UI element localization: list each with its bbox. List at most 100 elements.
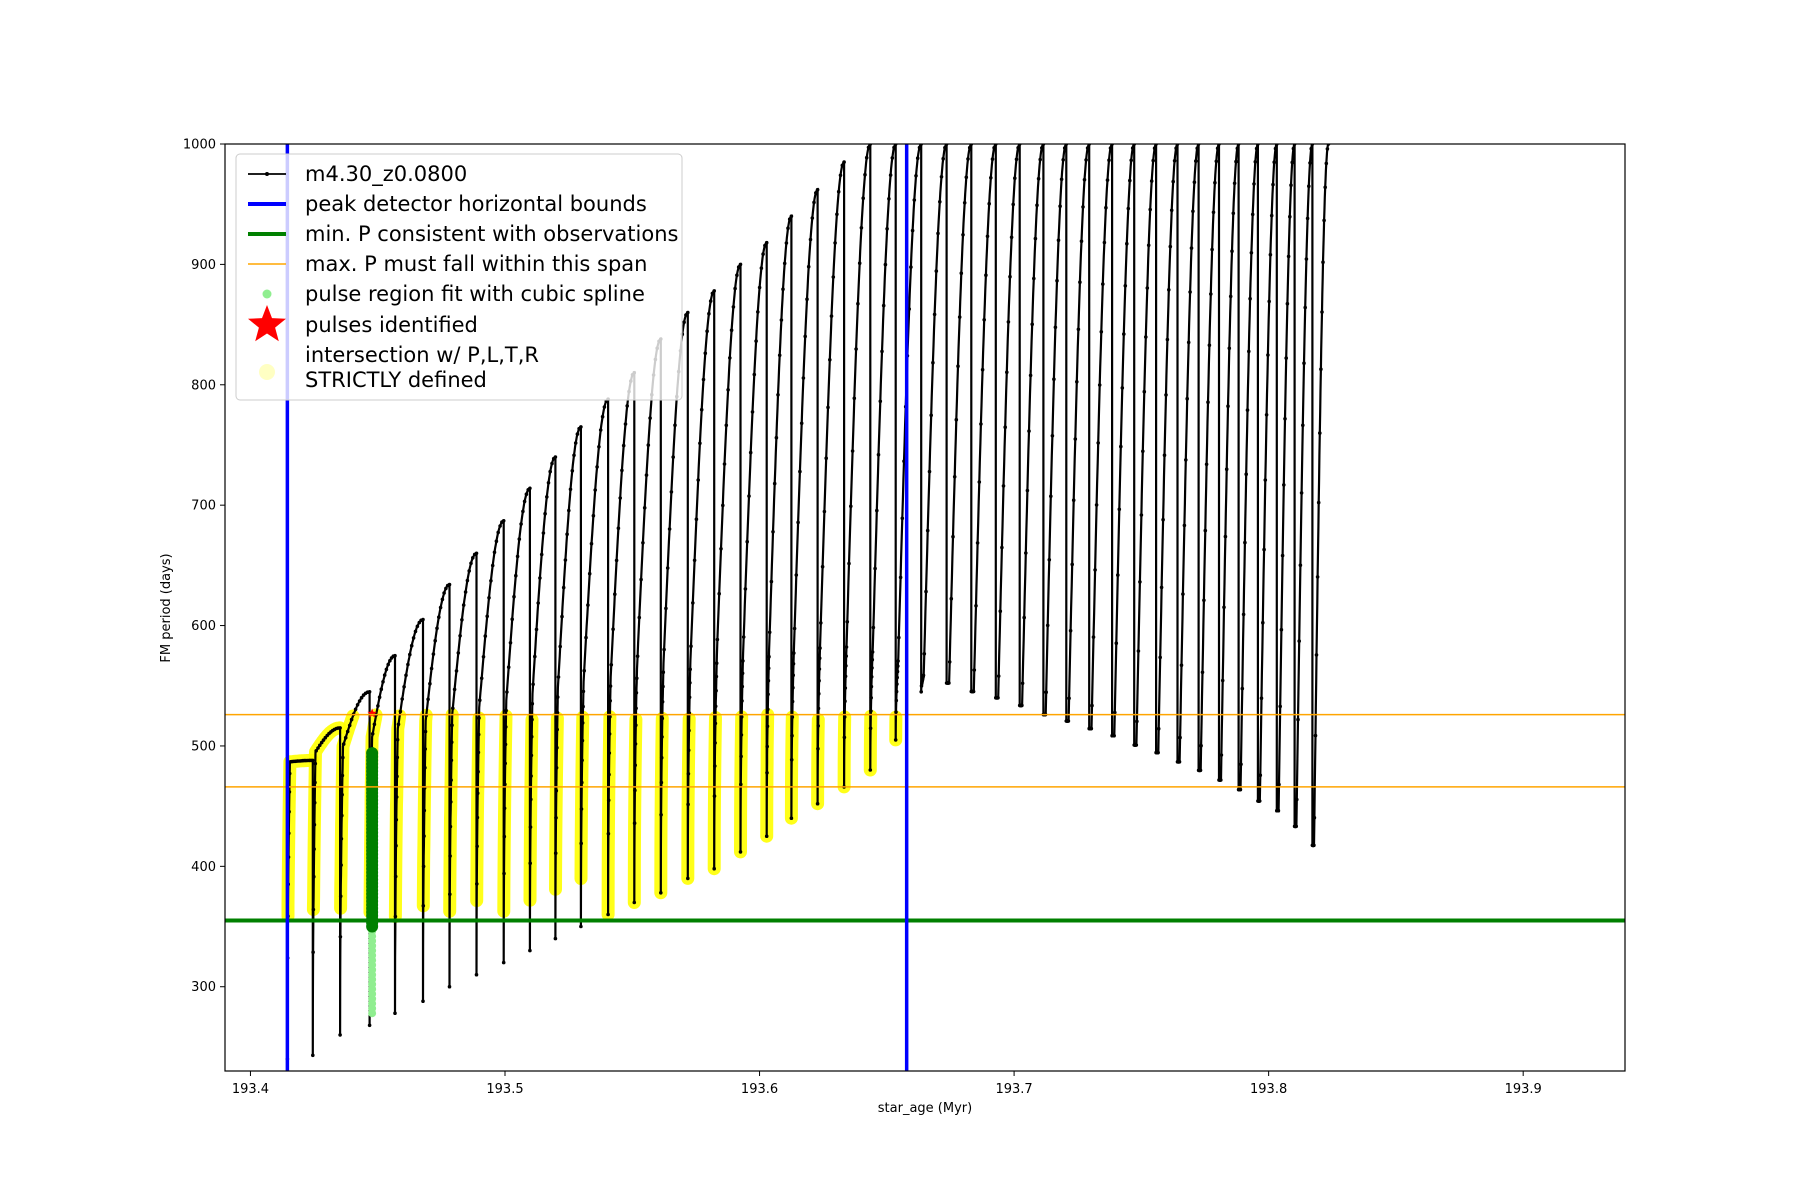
track-point <box>662 670 666 674</box>
track-point <box>504 709 508 713</box>
track-point <box>504 725 508 729</box>
track-point <box>695 517 699 521</box>
track-point <box>471 556 475 560</box>
track-point <box>555 766 559 770</box>
track-point <box>960 271 964 275</box>
track-point <box>1052 377 1056 381</box>
track-point <box>811 216 815 220</box>
track-point <box>861 196 865 200</box>
track-point <box>535 628 539 632</box>
track-point <box>533 655 537 659</box>
track-point <box>545 495 549 499</box>
track-point <box>606 913 610 917</box>
track-point <box>503 783 507 787</box>
track-point <box>582 690 586 694</box>
track-point <box>818 656 822 660</box>
track-point <box>1226 404 1230 408</box>
track-point <box>464 590 468 594</box>
track-point <box>790 734 794 738</box>
track-point <box>354 708 358 712</box>
track-point <box>1153 146 1157 150</box>
track-point <box>1106 178 1110 182</box>
track-point <box>1313 816 1317 820</box>
track-point <box>668 527 672 531</box>
track-point <box>1032 277 1036 281</box>
track-point <box>793 627 797 631</box>
track-point <box>1201 671 1205 675</box>
track-point <box>458 634 462 638</box>
track-point <box>1121 386 1125 390</box>
x-tick-label: 193.8 <box>1250 1082 1287 1097</box>
track-point <box>1274 147 1278 151</box>
track-point <box>991 157 995 161</box>
track-point <box>588 572 592 576</box>
track-point <box>1075 380 1079 384</box>
track-point <box>618 496 622 500</box>
track-point <box>1267 300 1271 304</box>
track-point <box>935 269 939 273</box>
track-point <box>833 241 837 245</box>
track-point <box>965 176 969 180</box>
track-point <box>704 351 708 355</box>
track-point <box>869 709 873 713</box>
track-point <box>802 376 806 380</box>
track-point <box>448 583 452 587</box>
track-point <box>550 462 554 466</box>
track-point <box>780 318 784 322</box>
track-point <box>933 313 937 317</box>
track-point <box>487 596 491 600</box>
track-point <box>1209 292 1213 296</box>
track-point <box>1260 696 1264 700</box>
track-point <box>311 950 315 954</box>
track-point <box>493 551 497 555</box>
track-point <box>869 696 873 700</box>
y-tick-label: 600 <box>191 619 216 634</box>
track-point <box>608 751 612 755</box>
track-point <box>895 690 899 694</box>
track-point <box>466 579 470 583</box>
track-point <box>986 235 990 239</box>
track-point <box>751 410 755 414</box>
track-point <box>1294 825 1298 829</box>
track-point <box>1228 347 1232 351</box>
track-point <box>495 539 499 543</box>
track-point <box>1254 160 1258 164</box>
track-point <box>442 591 446 595</box>
track-point <box>740 715 744 719</box>
track-point <box>1236 147 1240 151</box>
track-point <box>941 157 945 161</box>
track-point <box>576 432 580 436</box>
track-point <box>531 702 535 706</box>
track-point <box>1315 653 1319 657</box>
track-point <box>1299 563 1303 567</box>
track-point <box>1128 179 1132 183</box>
track-point <box>896 664 900 668</box>
track-point <box>816 188 820 192</box>
track-point <box>450 759 454 763</box>
track-point <box>432 652 436 656</box>
track-point <box>914 174 918 178</box>
track-point <box>608 699 612 703</box>
track-point <box>1277 809 1281 813</box>
track-point <box>615 559 619 563</box>
track-point <box>1199 769 1203 773</box>
track-point <box>455 669 459 673</box>
track-point <box>872 626 876 630</box>
track-point <box>1301 424 1305 428</box>
track-point <box>721 504 725 508</box>
track-point <box>744 587 748 591</box>
track-point <box>1049 495 1053 499</box>
track-point <box>973 668 977 672</box>
track-point <box>981 368 985 372</box>
track-point <box>313 781 317 785</box>
track-point <box>1080 239 1084 243</box>
track-point <box>1156 751 1160 755</box>
track-point <box>858 261 862 265</box>
track-point <box>475 845 479 849</box>
track-point <box>968 146 972 150</box>
track-point <box>871 650 875 654</box>
track-point <box>373 723 377 727</box>
track-point <box>477 751 481 755</box>
track-point <box>1286 302 1290 306</box>
track-point <box>1181 592 1185 596</box>
